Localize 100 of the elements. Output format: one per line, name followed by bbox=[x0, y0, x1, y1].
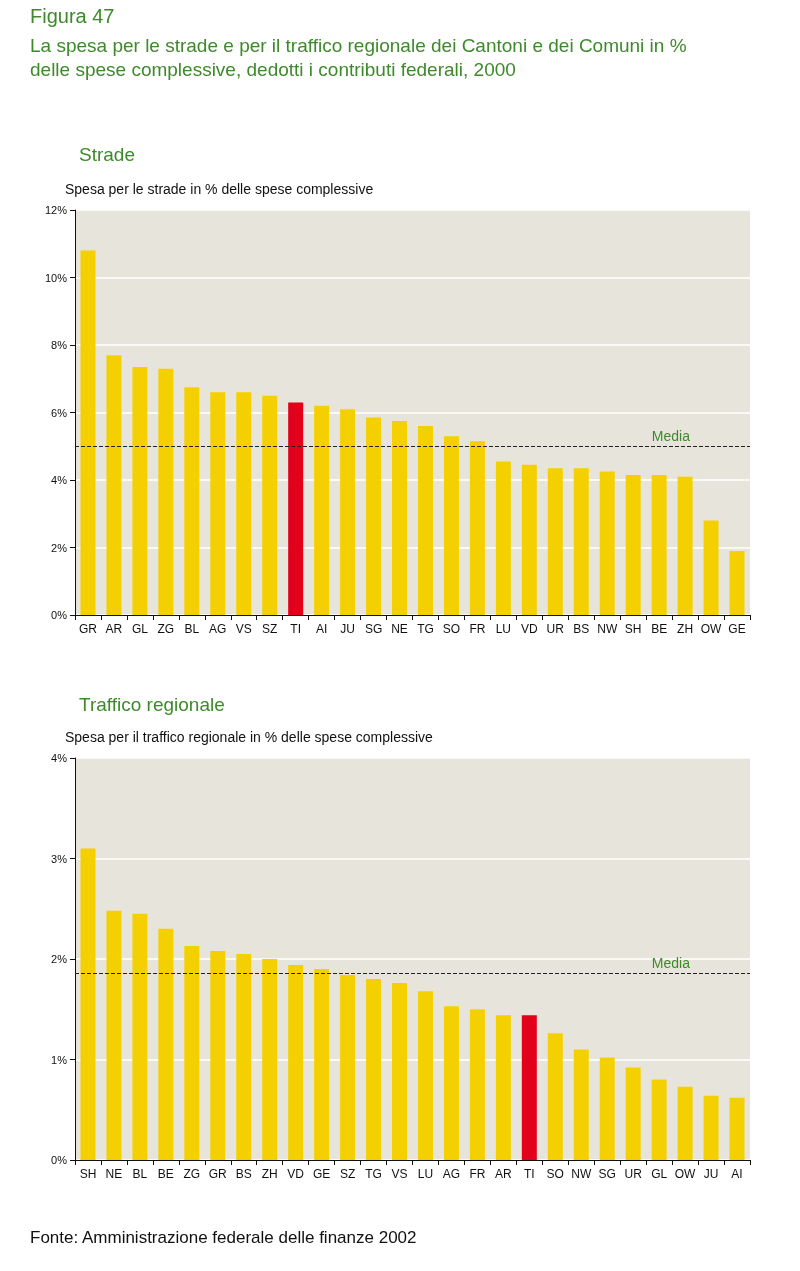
x-tick-label: OW bbox=[700, 622, 723, 636]
x-tick-label: SH bbox=[624, 622, 642, 636]
x-tick-label: GR bbox=[208, 1167, 228, 1181]
y-tick-label: 2% bbox=[51, 953, 68, 965]
x-tick-label: AI bbox=[315, 622, 328, 636]
x-tick-label: GL bbox=[651, 1167, 668, 1181]
bar bbox=[262, 395, 278, 615]
bar bbox=[547, 468, 563, 615]
bar bbox=[677, 476, 693, 615]
x-tick-label: SG bbox=[364, 622, 383, 636]
y-tick-label: 4% bbox=[51, 752, 68, 764]
bar bbox=[236, 953, 252, 1160]
x-tick-label: NE bbox=[391, 622, 408, 636]
y-tick-label: 3% bbox=[51, 852, 68, 865]
x-tick-label: FR bbox=[469, 1167, 486, 1181]
x-tick-label: AR bbox=[495, 1167, 513, 1181]
x-tick-label: BL bbox=[132, 1167, 148, 1181]
x-tick-label: LU bbox=[495, 622, 512, 636]
x-tick-label: FR bbox=[469, 622, 486, 636]
x-tick-label: TI bbox=[523, 1167, 535, 1181]
bar bbox=[80, 848, 96, 1160]
x-tick-label: VD bbox=[520, 622, 538, 636]
y-tick-label: 1% bbox=[51, 1053, 68, 1066]
x-tick-label: SG bbox=[598, 1167, 616, 1181]
bar bbox=[469, 441, 485, 615]
bar bbox=[703, 520, 719, 615]
bar bbox=[158, 368, 174, 615]
x-tick-label: AR bbox=[105, 622, 123, 636]
bar bbox=[651, 1079, 667, 1160]
bar bbox=[340, 975, 356, 1160]
ref-line-label: Media bbox=[651, 955, 691, 972]
x-tick-label: VD bbox=[287, 1167, 305, 1181]
bar bbox=[703, 1095, 719, 1160]
bar bbox=[521, 464, 537, 615]
bar bbox=[625, 474, 641, 615]
bar bbox=[392, 420, 408, 615]
bar bbox=[495, 1015, 511, 1160]
x-tick-label: BS bbox=[573, 622, 590, 636]
y-tick-label: 6% bbox=[51, 406, 68, 419]
x-tick-label: TG bbox=[365, 1167, 382, 1181]
bar bbox=[469, 1009, 485, 1160]
x-tick-label: GL bbox=[131, 622, 149, 636]
x-tick-label: UR bbox=[624, 1167, 643, 1181]
bar bbox=[158, 928, 174, 1160]
bar bbox=[236, 392, 252, 615]
chart-title: Traffico regionale bbox=[79, 694, 225, 715]
source-note: Fonte: Amministrazione federale delle finanze 2002 bbox=[30, 1228, 418, 1248]
x-tick-label: ZG bbox=[157, 622, 175, 636]
x-tick-label: NE bbox=[105, 1167, 123, 1181]
y-tick-label: 12% bbox=[44, 204, 68, 216]
x-tick-label: VS bbox=[391, 1167, 408, 1181]
bar bbox=[677, 1086, 693, 1160]
bar bbox=[184, 945, 200, 1160]
x-tick-label: AG bbox=[442, 1167, 461, 1181]
x-tick-label: JU bbox=[703, 1167, 719, 1181]
bar bbox=[210, 392, 226, 615]
bar bbox=[443, 436, 459, 615]
x-tick-label: NW bbox=[571, 1167, 592, 1181]
text: Figura 47 bbox=[30, 4, 116, 28]
text: La spesa per le strade e per il traffico regionale dei Cantoni e dei Comuni in % delle spese complessive, dedotti i contributi federali, 2000 bbox=[30, 34, 688, 82]
x-tick-label: SZ bbox=[262, 622, 278, 636]
bar bbox=[132, 366, 148, 615]
bar bbox=[729, 1097, 745, 1160]
x-tick-label: TG bbox=[417, 622, 434, 636]
y-tick-label: 10% bbox=[44, 271, 68, 284]
x-tick-label: TI bbox=[290, 622, 302, 636]
bar bbox=[262, 959, 278, 1160]
bar bbox=[132, 913, 148, 1160]
bar bbox=[106, 355, 122, 615]
x-tick-label: GE bbox=[312, 1167, 331, 1181]
x-tick-label: VS bbox=[235, 622, 252, 636]
bar bbox=[443, 1006, 459, 1160]
bar bbox=[729, 550, 745, 615]
x-tick-label: ZH bbox=[261, 1167, 278, 1181]
bar bbox=[521, 1015, 537, 1160]
x-tick-label: JU bbox=[340, 622, 355, 636]
x-tick-label: SH bbox=[79, 1167, 97, 1181]
bar bbox=[210, 950, 226, 1160]
bar bbox=[599, 471, 615, 615]
x-tick-label: OW bbox=[674, 1167, 697, 1181]
y-axis-title: Spesa per il traffico regionale in % delle spese complessive bbox=[65, 729, 434, 745]
x-tick-label: BS bbox=[235, 1167, 252, 1181]
ref-line-label: Media bbox=[651, 428, 691, 445]
x-tick-label: BL bbox=[184, 622, 200, 636]
x-tick-label: BE bbox=[651, 622, 668, 636]
bar bbox=[625, 1067, 641, 1160]
x-tick-label: AG bbox=[209, 622, 227, 636]
y-tick-label: 0% bbox=[51, 609, 68, 621]
bar bbox=[573, 1049, 589, 1160]
x-tick-label: NW bbox=[597, 622, 618, 636]
bar bbox=[184, 387, 200, 615]
bar bbox=[80, 250, 96, 615]
x-tick-label: ZG bbox=[183, 1167, 201, 1181]
bar bbox=[573, 468, 589, 615]
y-tick-label: 2% bbox=[51, 541, 68, 554]
bar bbox=[288, 402, 304, 615]
x-tick-label: SO bbox=[442, 622, 461, 636]
x-tick-label: GE bbox=[728, 622, 746, 636]
y-tick-label: 0% bbox=[51, 1154, 68, 1166]
bar bbox=[340, 409, 356, 615]
